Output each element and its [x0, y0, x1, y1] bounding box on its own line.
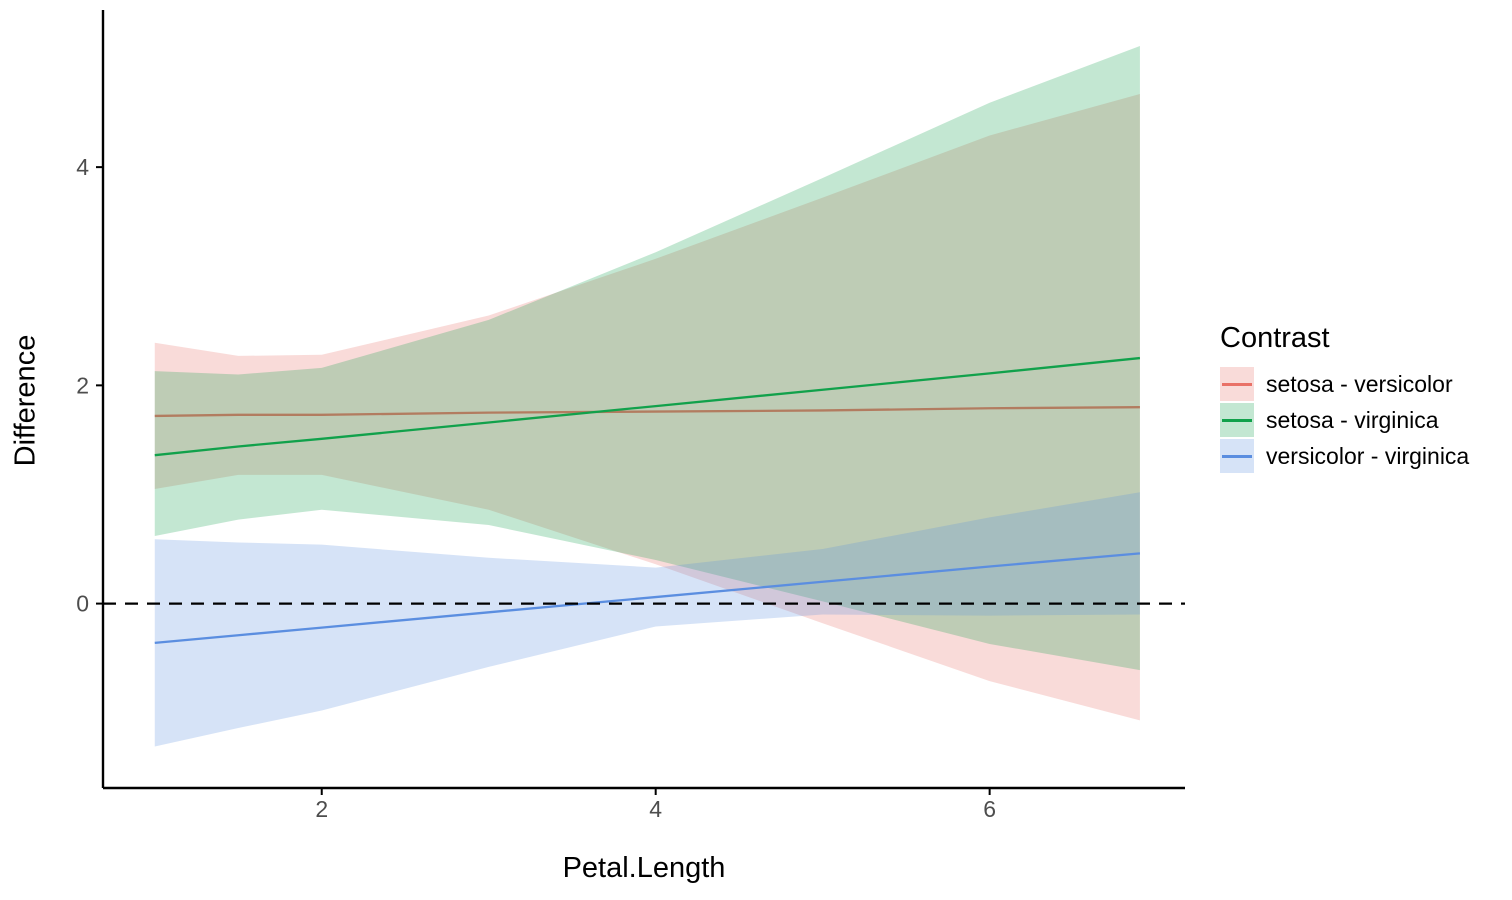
- legend-key-setosa-virginica: setosa - virginica: [1220, 403, 1469, 437]
- legend-line-icon: [1222, 418, 1252, 422]
- ribbon-setosa-virginica: [154, 46, 1140, 671]
- legend-label: setosa - versicolor: [1266, 370, 1453, 397]
- ribbon-versicolor-virginica: [154, 492, 1140, 747]
- y-tick-label: 4: [76, 154, 89, 180]
- x-tick-label: 4: [649, 796, 662, 822]
- legend-line-icon: [1222, 382, 1252, 386]
- legend-swatch-icon: [1220, 403, 1254, 437]
- legend-line-icon: [1222, 454, 1252, 458]
- legend-swatch-icon: [1220, 439, 1254, 473]
- legend-title: Contrast: [1220, 322, 1330, 354]
- x-tick-label: 6: [983, 796, 996, 822]
- legend-key-versicolor-virginica: versicolor - virginica: [1220, 439, 1469, 473]
- legend-label: versicolor - virginica: [1266, 442, 1470, 469]
- x-tick-label: 2: [315, 796, 328, 822]
- legend-label: setosa - virginica: [1266, 406, 1439, 433]
- legend-keys: setosa - versicolor setosa - virginica ver…: [1220, 367, 1469, 475]
- y-tick-label: 0: [76, 591, 89, 617]
- legend: Contrast setosa - versicolor setosa - vir…: [1220, 322, 1469, 475]
- line-setosa-versicolor: [154, 406, 1140, 418]
- legend-swatch-icon: [1220, 367, 1254, 401]
- line-setosa-virginica: [154, 356, 1141, 457]
- x-axis-title: Petal.Length: [562, 852, 726, 884]
- y-tick-label: 2: [76, 372, 89, 398]
- y-axis-title: Difference: [9, 334, 42, 467]
- legend-key-setosa-versicolor: setosa - versicolor: [1220, 367, 1469, 401]
